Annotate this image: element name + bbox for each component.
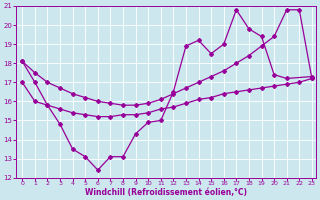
X-axis label: Windchill (Refroidissement éolien,°C): Windchill (Refroidissement éolien,°C) <box>85 188 247 197</box>
